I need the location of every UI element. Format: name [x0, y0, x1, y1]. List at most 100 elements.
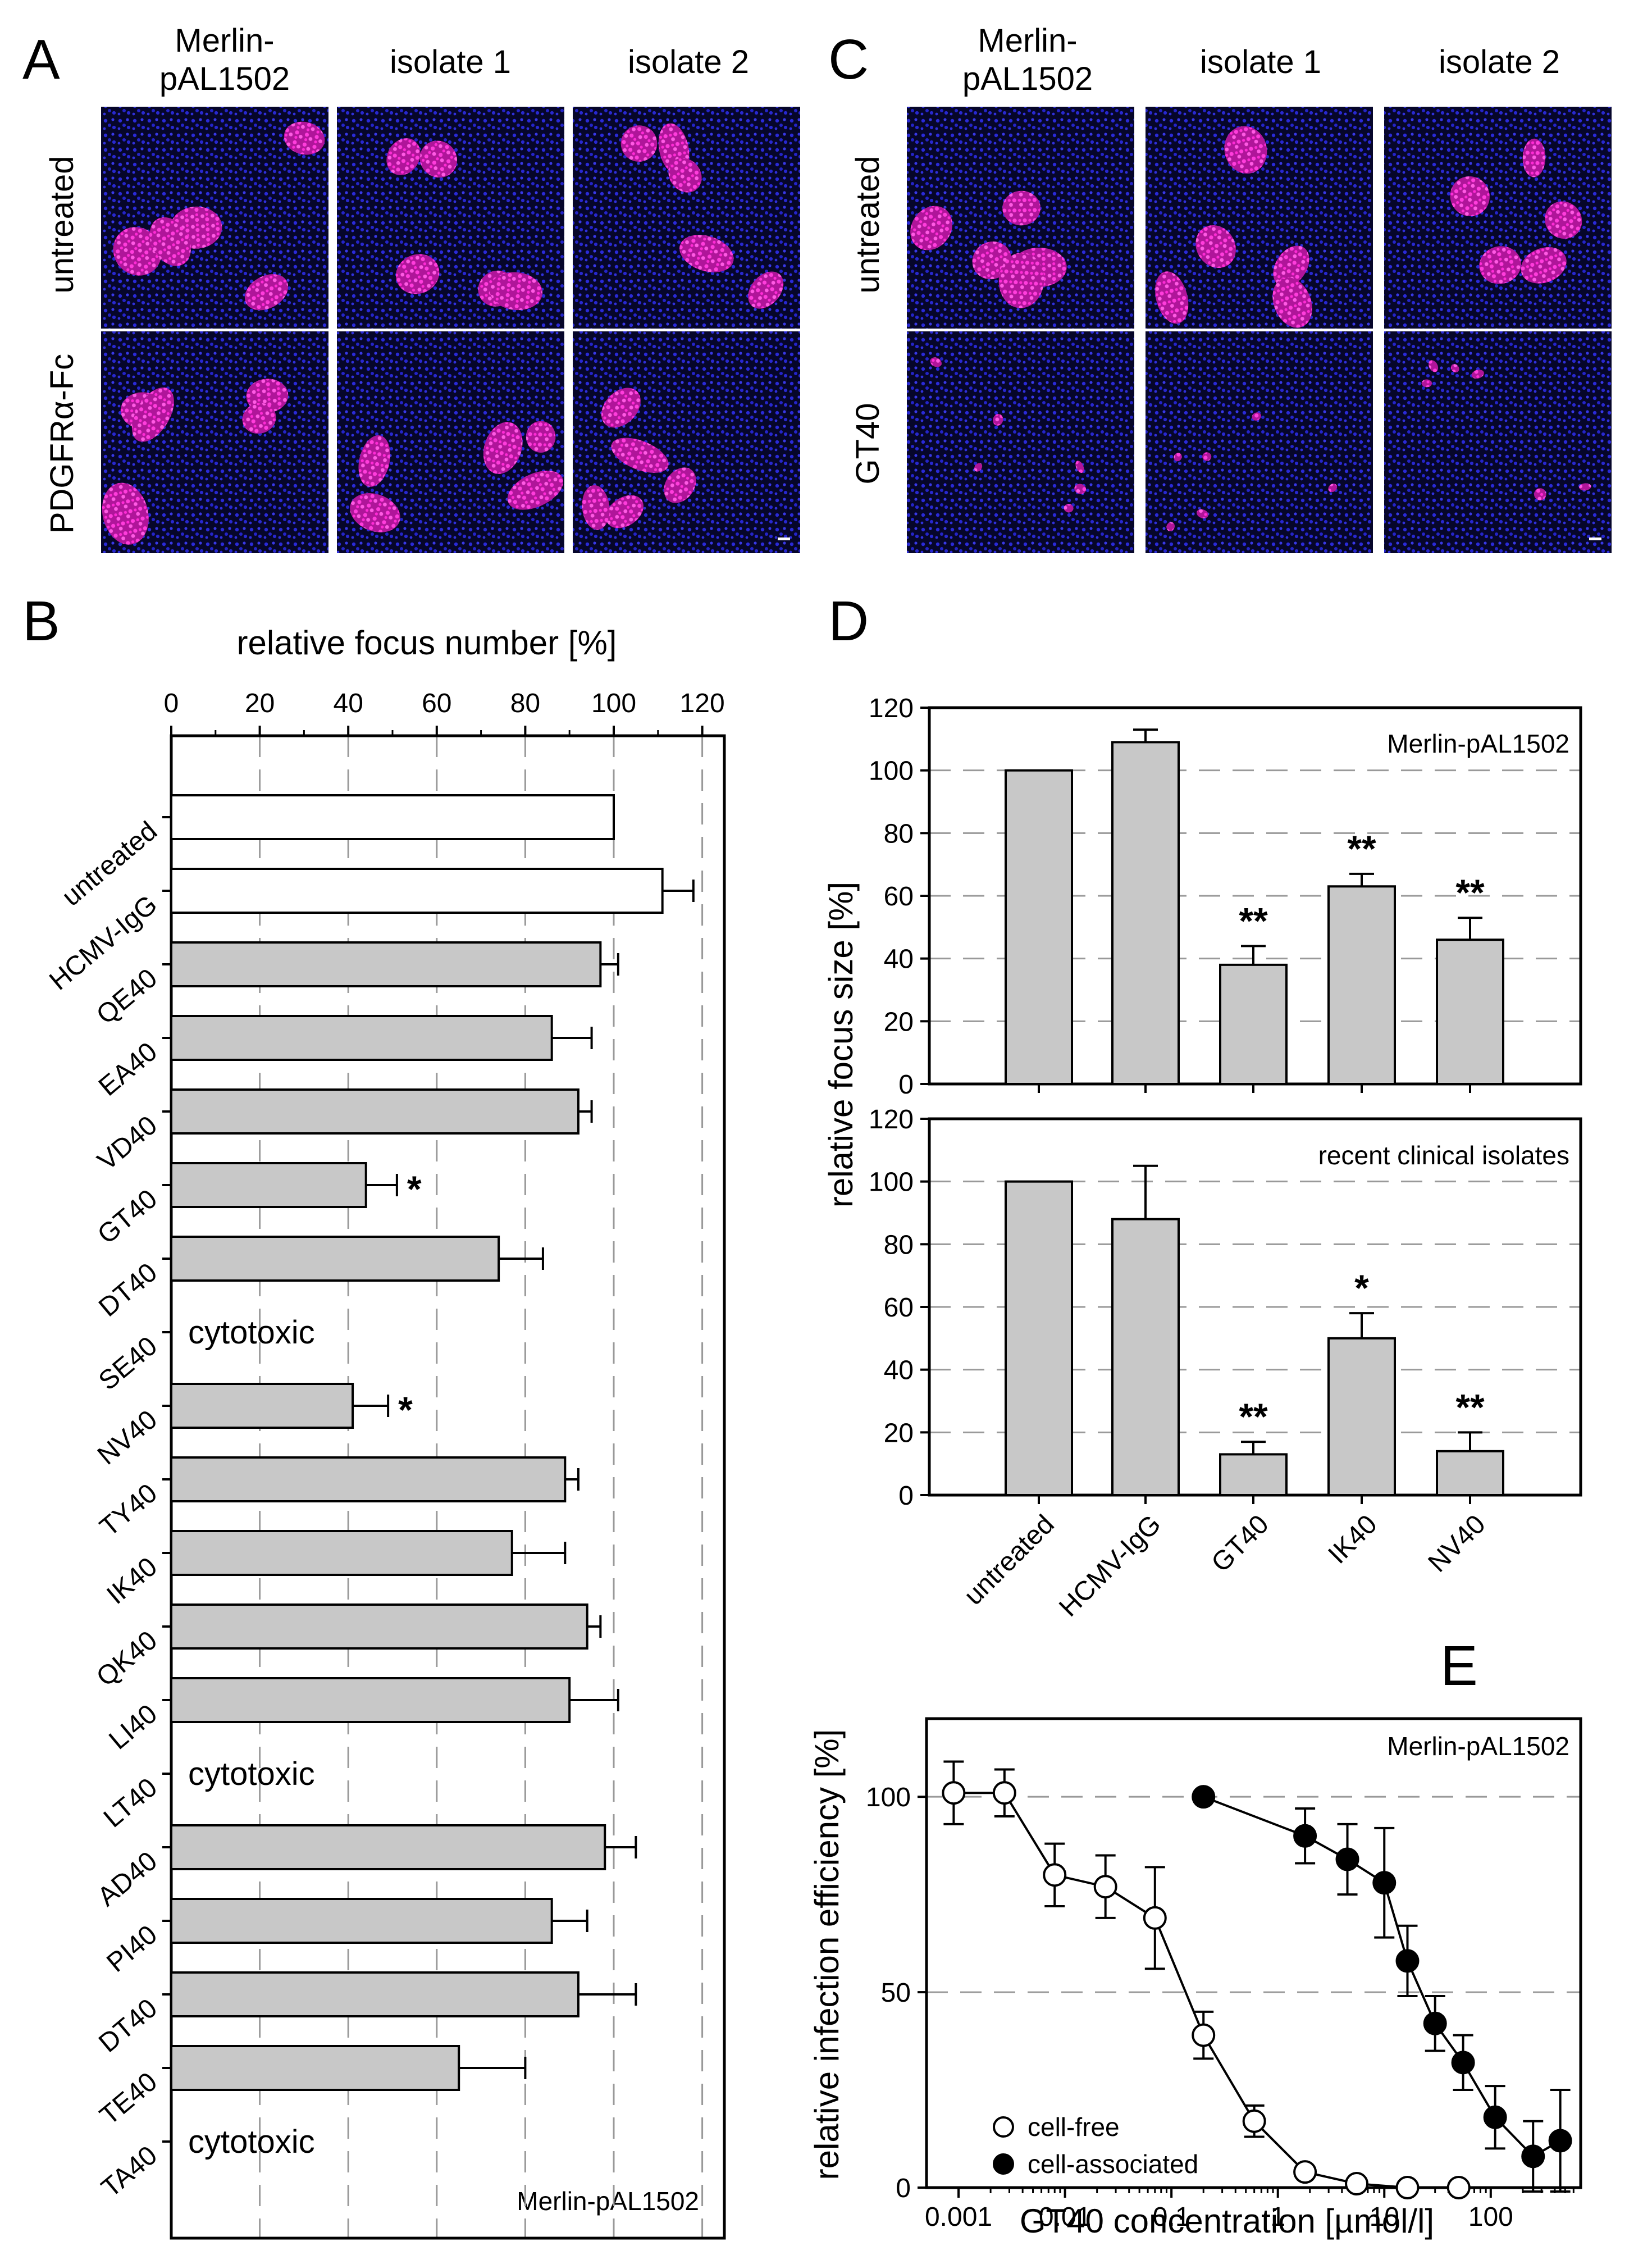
panel-d-bottom-inset-label: recent clinical isolates [1318, 1141, 1569, 1170]
category-label: QE40 [91, 963, 163, 1031]
category-label: TY40 [94, 1478, 163, 1542]
bar-text: cytotoxic [188, 1314, 315, 1351]
panel-e: E relative infection efficiency [%] GT40… [808, 1634, 1582, 2240]
bar [170, 2045, 460, 2091]
category-label: IK40 [1322, 1509, 1382, 1569]
panel-letter-c: C [828, 28, 869, 91]
series-line-1 [1203, 1796, 1561, 2158]
x-tick-label: 10 [1370, 2202, 1399, 2232]
legend-marker-cell-associated [993, 2153, 1014, 2175]
category-label: untreated [959, 1509, 1060, 1611]
x-tick-label: 120 [680, 689, 725, 718]
a-focus [748, 271, 784, 309]
category-label: NV40 [92, 1405, 163, 1471]
a-focus [679, 235, 734, 272]
c-scale-bar [1589, 537, 1601, 540]
a-scale-bar [778, 537, 790, 540]
x-tick-label: 0 [164, 689, 179, 718]
significance-mark: ** [1239, 1396, 1268, 1437]
panel-a-micrographs [101, 107, 800, 553]
c-focus [1075, 461, 1084, 473]
panel-a-col-1-line-1: Merlin- [175, 22, 274, 59]
category-label: TE40 [94, 2067, 163, 2131]
panel-a-col-1-line-2: pAL1502 [159, 61, 290, 97]
c-focus [1273, 245, 1309, 287]
a-focus [490, 272, 543, 311]
bar [1219, 1453, 1288, 1497]
category-label: AD40 [92, 1846, 163, 1912]
data-point-filled-circle [1483, 2105, 1507, 2129]
data-point-filled-circle [1192, 1785, 1216, 1809]
panel-e-y-axis-title: relative infection efficiency [%] [808, 1729, 846, 2180]
c-focus [930, 357, 942, 367]
c-focus [1450, 176, 1490, 216]
c-focus [1534, 488, 1546, 500]
legend-marker-cell-free [993, 2116, 1014, 2138]
bar-text: cytotoxic [188, 2124, 315, 2160]
a-focus [242, 403, 276, 434]
bar [170, 1530, 513, 1576]
bar [170, 1236, 500, 1282]
data-point-filled-circle [1395, 1949, 1420, 1973]
panel-e-x-axis-title: GT40 concentration [µmol/l] [1020, 2202, 1434, 2240]
y-tick-label: 0 [898, 1070, 914, 1100]
bar [170, 941, 602, 987]
y-tick-label: 0 [896, 2174, 911, 2203]
panel-letter-b: B [22, 590, 60, 653]
y-tick-label: 80 [884, 819, 914, 849]
c-focus [1002, 190, 1041, 226]
a-focus [149, 217, 191, 266]
panel-d-top-inset-label: Merlin-pAL1502 [1387, 729, 1569, 758]
category-label: HCMV-IgG [1053, 1509, 1167, 1623]
c-focus [1155, 271, 1189, 324]
significance-mark: * [1354, 1267, 1369, 1309]
category-label: IK40 [101, 1552, 163, 1610]
c-focus [910, 206, 952, 250]
panel-a-row-1: untreated [44, 156, 80, 293]
y-tick-label: 100 [866, 1783, 911, 1812]
bar [170, 1088, 579, 1135]
category-label: SE40 [93, 1331, 163, 1396]
bar [1005, 769, 1073, 1085]
panel-c-row-2: GT40 [850, 403, 886, 484]
bar [170, 1898, 553, 1944]
category-label: DT40 [93, 1993, 163, 2058]
y-tick-label: 120 [869, 694, 914, 723]
panel-b-x-axis-title: relative focus number [%] [237, 624, 617, 662]
a-focus [419, 140, 458, 178]
y-tick-label: 20 [884, 1418, 914, 1448]
y-tick-label: 40 [884, 1356, 914, 1386]
data-point-open-circle [1446, 2176, 1471, 2199]
significance-mark: ** [1455, 1386, 1485, 1428]
significance-mark: ** [1239, 900, 1268, 941]
panel-a-col-2: isolate 1 [390, 44, 511, 80]
category-label: NV40 [1422, 1509, 1491, 1578]
panel-letter-d: D [828, 590, 869, 653]
c-focus [1521, 247, 1567, 284]
data-point-open-circle [1242, 2109, 1266, 2133]
bar [1436, 1450, 1504, 1496]
panel-c: C Merlin- pAL1502 isolate 1 isolate 2 un… [828, 22, 1612, 553]
data-point-filled-circle [1548, 2129, 1572, 2153]
category-label: VD40 [92, 1110, 163, 1177]
data-point-open-circle [1143, 1906, 1167, 1930]
category-label: GT40 [92, 1184, 163, 1250]
bar [1219, 963, 1288, 1086]
a-focus [350, 493, 400, 532]
a-focus [244, 274, 289, 311]
panel-e-inset-label: Merlin-pAL1502 [1387, 1732, 1569, 1761]
x-tick-label: 100 [1468, 2202, 1513, 2232]
y-tick-label: 50 [881, 1978, 911, 2008]
a-focus [358, 435, 391, 487]
c-focus [1064, 504, 1074, 513]
y-tick-label: 80 [884, 1230, 914, 1260]
a-focus [386, 138, 421, 175]
bar [170, 1456, 567, 1502]
c-focus [1579, 483, 1591, 491]
bar [1111, 1218, 1180, 1497]
panel-a-row-2: PDGFRα-Fc [44, 354, 80, 534]
significance-mark: * [407, 1168, 422, 1210]
panel-c-col-3: isolate 2 [1439, 44, 1560, 80]
panel-b: B relative focus number [%] Merlin-pAL15… [22, 590, 726, 2240]
